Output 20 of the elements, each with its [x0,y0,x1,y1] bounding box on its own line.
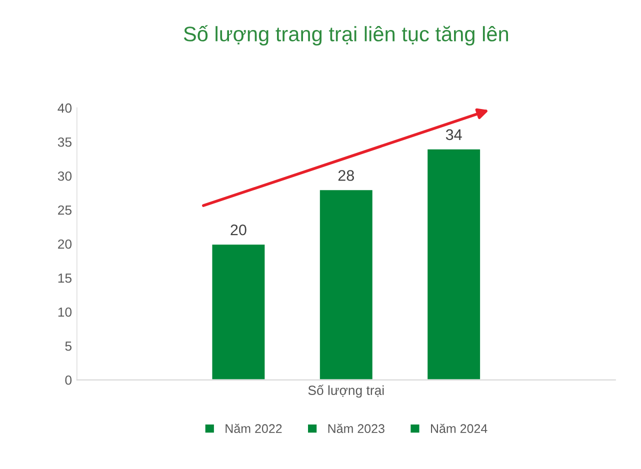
y-tick-label: 5 [65,342,72,351]
legend-label: Năm 2024 [431,424,488,434]
x-tick-label: Số lượng trại [308,384,384,398]
y-tick-label: 25 [58,205,72,215]
data-label: 28 [338,170,354,181]
y-tick-label: 40 [58,103,72,113]
y-tick-label: 10 [58,307,72,317]
legend-label: Năm 2022 [226,424,282,434]
y-tick-label: 15 [58,274,72,283]
legend-label: Năm 2023 [328,424,384,434]
bar [210,243,266,380]
bar [318,188,374,380]
y-tick-label: 0 [65,375,72,385]
y-tick-label: 30 [58,171,72,181]
y-tick-label: 35 [58,137,72,147]
data-label: 34 [446,129,462,140]
data-label: 20 [230,224,246,236]
y-tick-label: 20 [58,239,72,249]
bar [426,148,482,380]
chart-title: Số lượng trang trại liên tục tăng lên [184,25,508,46]
